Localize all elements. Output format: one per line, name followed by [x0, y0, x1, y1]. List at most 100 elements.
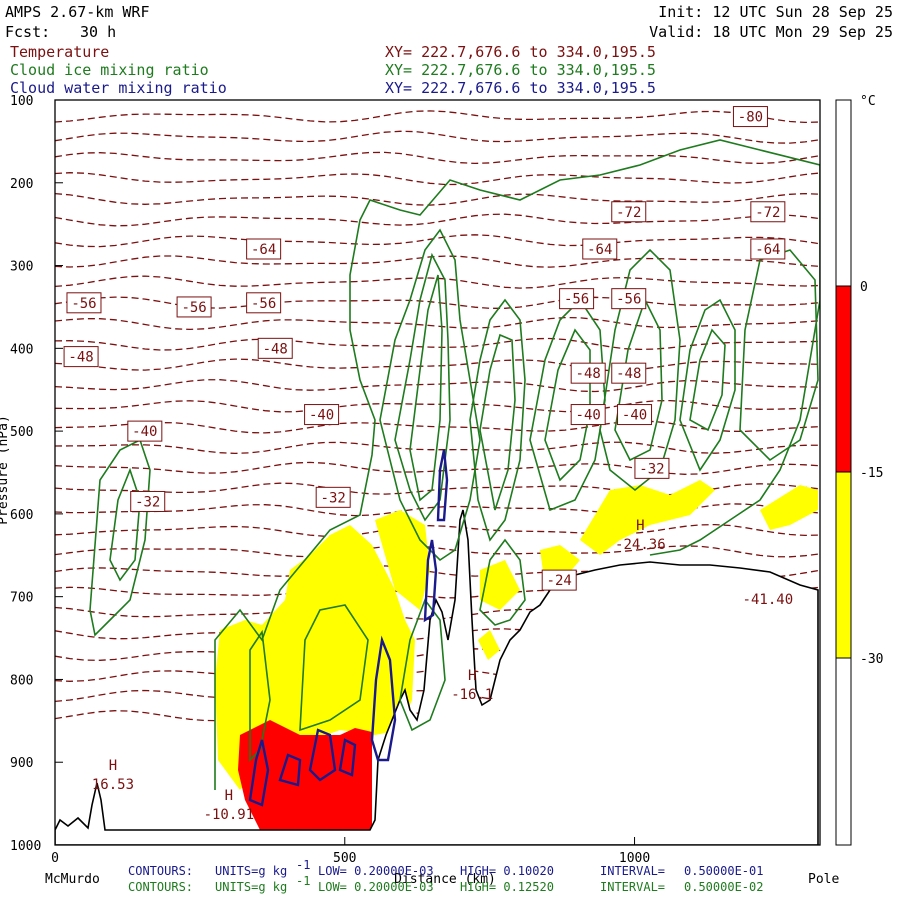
colorbar-label-30: -30	[860, 652, 883, 667]
model-title: AMPS 2.67-km WRF	[5, 3, 150, 21]
ice-contour-b	[299, 604, 369, 732]
temperature-contour-line	[55, 172, 820, 186]
footer-line-2: CONTOURS: UNITS=g kg -1 LOW= 0.20000E-03…	[128, 874, 763, 894]
colorbar-label-15: -15	[860, 466, 883, 481]
temperature-label: -64	[246, 238, 282, 260]
temperature-label: -48	[611, 362, 647, 384]
y-tick-label: 300	[10, 260, 33, 275]
cloud-water-contours	[248, 449, 449, 807]
temperature-contour-line	[55, 234, 820, 248]
x-tick-label: 1000	[619, 851, 650, 866]
cloud-ice-contours	[89, 139, 820, 790]
footer1-units: UNITS=g kg	[215, 864, 287, 878]
ice-contour-left	[89, 438, 151, 637]
temperature-label-box	[582, 238, 618, 260]
temperature-contour-line	[55, 296, 820, 309]
ice-contour-left-inner	[109, 467, 141, 582]
temperature-label-text: -72	[616, 205, 641, 221]
temperature-label: -48	[63, 346, 99, 368]
ice-contour-outer	[214, 139, 820, 790]
temperature-label: -32	[315, 486, 351, 508]
temperature-label: -56	[611, 288, 647, 310]
legend-temperature-xy: XY= 222.7,676.6 to 334.0,195.5	[385, 43, 656, 61]
temperature-label-text: -40	[309, 408, 334, 424]
x-endpoint-left: McMurdo	[45, 872, 100, 887]
temperature-label-text: -40	[622, 408, 647, 424]
water-contour-4	[338, 738, 357, 777]
temperature-label: -24	[541, 569, 577, 591]
temperature-label: -56	[66, 292, 102, 314]
temperature-label: -56	[176, 296, 212, 318]
temperature-label-text: -32	[639, 461, 664, 477]
temperature-label-box	[130, 490, 166, 512]
temperature-label: -32	[130, 490, 166, 512]
temperature-contour-line	[55, 213, 820, 227]
temperature-label: -56	[246, 292, 282, 314]
extremum-marker: H	[109, 758, 117, 774]
temperature-contour-line	[55, 358, 820, 372]
temperature-label: -40	[304, 404, 340, 426]
forecast-label: Fcst:	[5, 23, 50, 41]
temperature-label: -40	[127, 420, 163, 442]
temperature-label-text: -48	[68, 350, 93, 366]
temperature-label: -64	[750, 238, 786, 260]
x-endpoint-right: Pole	[808, 872, 839, 887]
forecast-hour: 30 h	[80, 23, 116, 41]
red-shading	[238, 720, 372, 830]
extremum-marker: H	[225, 788, 233, 804]
temperature-contour-line	[55, 420, 820, 434]
temperature-contour-line	[55, 275, 820, 289]
yellow-region-small	[478, 630, 500, 660]
footer1-low: LOW= 0.20000E-03	[318, 864, 434, 878]
temperature-label-text: -48	[576, 366, 601, 382]
plot-area: -80-72 -72-64 -64 -64-56 -56 -56 -56 -56-48-48-…	[55, 106, 820, 845]
footer2-units-exp: -1	[296, 874, 310, 888]
y-tick-label: 400	[10, 342, 33, 357]
temperature-labels: -80-72 -72-64 -64 -64-56 -56 -56 -56 -56-48-48-…	[63, 106, 786, 591]
temperature-contour-line	[55, 316, 820, 331]
ice-contour-core-3	[409, 274, 443, 502]
temperature-label-text: -32	[321, 490, 346, 506]
ice-contour-d-inner	[479, 333, 516, 511]
footer1-interval-value: 0.50000E-01	[684, 864, 763, 878]
y-tick-label: 500	[10, 425, 33, 440]
water-contour-5	[370, 635, 397, 762]
water-contour-7	[436, 449, 449, 522]
temperature-label-box	[750, 201, 786, 223]
colorbar-band-0-to-15	[836, 286, 851, 472]
y-axis-label: Pressure (hPa)	[0, 415, 11, 525]
temperature-label: -72	[750, 201, 786, 223]
colorbar: °C 0 -15 -30	[835, 94, 883, 846]
ice-contour-d	[469, 298, 526, 542]
extremum-marker: H	[468, 668, 476, 684]
ice-contour-lower-east	[479, 538, 526, 626]
colorbar-label-0: 0	[860, 280, 868, 295]
temperature-label-box	[570, 362, 606, 384]
temperature-label-text: -40	[132, 424, 157, 440]
extremum-value: -10.91	[204, 807, 255, 823]
temperature-label-box	[246, 292, 282, 314]
temperature-label-text: -56	[251, 296, 276, 312]
temperature-contour-line	[55, 130, 820, 144]
water-contour-1	[248, 739, 270, 807]
temperature-label-text: -64	[755, 242, 780, 258]
temperature-contour-line	[55, 399, 820, 413]
temperature-label-text: -72	[755, 205, 780, 221]
temperature-label-text: -24	[547, 573, 572, 589]
valid-time: Valid: 18 UTC Mon 29 Sep 25	[649, 23, 893, 41]
temperature-label-text: -80	[738, 110, 763, 126]
extremum-marker: H	[636, 518, 644, 534]
x-tick-label: 0	[51, 851, 59, 866]
temperature-label-text: -64	[251, 242, 276, 258]
temperature-contour-line	[55, 523, 820, 537]
footer-line-1: CONTOURS: UNITS=g kg -1 LOW= 0.20000E-03…	[128, 858, 763, 878]
terrain	[55, 509, 819, 845]
temperature-contour-line	[55, 192, 820, 206]
ice-contour-right-edge	[649, 165, 820, 556]
footer2-contours: CONTOURS:	[128, 880, 193, 894]
y-tick-label: 900	[10, 756, 33, 771]
legend-cloud-ice-xy: XY= 222.7,676.6 to 334.0,195.5	[385, 61, 656, 79]
y-tick-label: 700	[10, 591, 33, 606]
footer1-interval: INTERVAL=	[600, 864, 665, 878]
